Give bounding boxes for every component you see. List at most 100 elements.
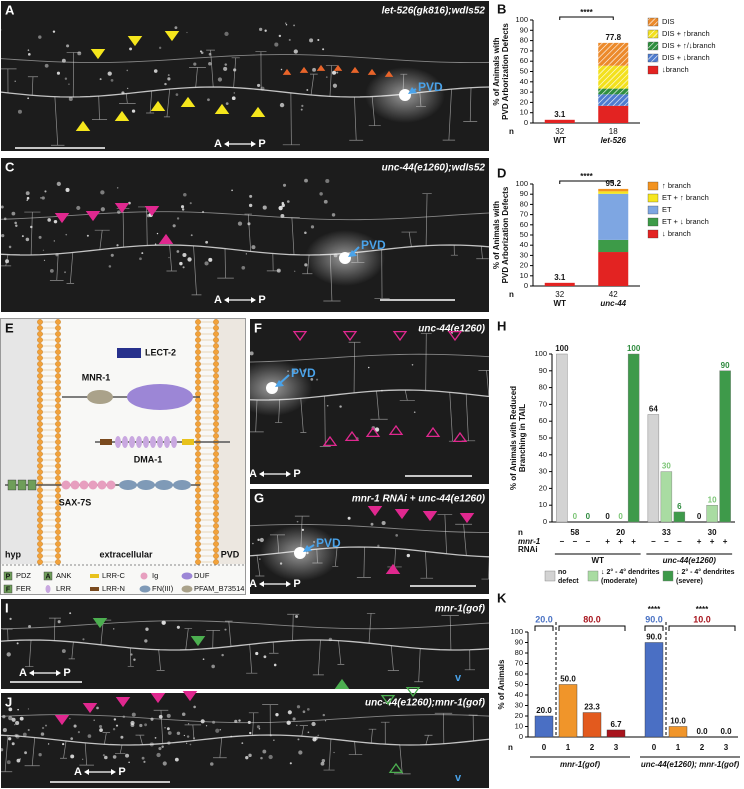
autofluorescence [186,742,188,744]
autofluorescence [252,542,254,545]
lipid-head [55,415,61,421]
arrowhead-marker [115,696,131,708]
intracellular-domain [17,479,27,491]
autofluorescence [207,98,210,102]
lrr-n-domain [100,439,112,445]
branch [464,649,476,671]
category-label: 2 [590,743,595,752]
bar [668,726,688,738]
category-label: 2 [700,743,705,752]
axis-arrowhead [251,297,256,303]
lipid-head [213,505,219,511]
y-tick-label: 50 [520,66,528,75]
autofluorescence [161,745,164,748]
autofluorescence [249,351,254,356]
branch [450,245,458,256]
axis-arrowhead [286,581,291,587]
value-label: 100 [627,344,641,353]
axis-arrowhead [29,670,34,676]
legend-label: defect [558,578,579,585]
branch [184,628,193,650]
autofluorescence [183,193,187,197]
branch [49,253,64,281]
bar [534,715,554,738]
branch [368,728,377,744]
lipid-head [55,325,61,331]
arrowhead-marker [344,430,360,442]
lipid-head [195,403,201,409]
branch [319,396,331,447]
autofluorescence [262,749,267,754]
arrowhead-marker [459,512,475,524]
autofluorescence [204,261,209,266]
category-label: 1 [566,743,571,752]
y-tick-label: 70 [520,46,528,55]
autofluorescence [44,63,49,68]
autofluorescence [164,82,167,86]
legend-swatch [647,205,659,215]
lipid-head [195,385,201,391]
branch [135,734,145,745]
branch [420,333,432,391]
autofluorescence [286,720,291,725]
autofluorescence [154,736,157,739]
lrr-domain [164,436,170,448]
autofluorescence [187,257,192,262]
branch [420,551,434,579]
lipid-head [213,415,219,421]
axis-arrowhead [111,769,116,775]
arrowhead-marker [158,233,174,245]
rnai-sign: − [560,537,565,546]
arrowhead-marker [114,110,130,122]
legend-label: Ig [152,571,158,580]
autofluorescence [131,712,136,717]
axis-arrowhead [224,141,229,147]
y-tick-label: 40 [520,77,528,86]
autofluorescence [193,705,196,709]
lipid-head [37,397,43,403]
branch [399,389,415,401]
bar [719,370,731,523]
panel-letter: C [5,159,15,174]
y-tick-label: 60 [520,56,528,65]
lipid-head [37,493,43,499]
autofluorescence [278,205,283,211]
bar-segment [598,188,629,192]
legend-label: ANK [56,571,71,580]
lipid-head [37,421,43,427]
autofluorescence [259,27,263,31]
legend-label: ↑ branch [662,181,691,190]
y-tick-label: 30 [515,700,523,709]
autofluorescence [57,620,61,624]
autofluorescence [264,29,267,32]
lipid-head [213,421,219,427]
autofluorescence [5,259,9,264]
legend-swatch [662,570,674,582]
dendrite [0,639,490,651]
dendrite [0,714,490,724]
autofluorescence [285,22,287,24]
region-label: extracellular [99,549,153,559]
y-tick-label: 100 [515,15,528,24]
autofluorescence [174,757,179,762]
pvd-arrowhead [408,87,417,94]
category-label: 0 [542,743,547,752]
duf-domain [127,384,193,410]
autofluorescence [61,649,66,653]
rnai-sign: − [677,537,682,546]
autofluorescence [76,205,81,211]
n-value: 33 [662,528,671,537]
autofluorescence [166,713,171,718]
autofluorescence [231,189,233,192]
lipid-head [37,433,43,439]
y-axis-label: Branching in TAIL [518,404,527,472]
lipid-head [195,379,201,385]
bar-segment [544,119,575,123]
autofluorescence [70,737,74,740]
lipid-head [195,475,201,481]
autofluorescence [156,752,161,758]
category-label: 3 [614,743,619,752]
autofluorescence [15,224,18,228]
autofluorescence [68,96,73,101]
